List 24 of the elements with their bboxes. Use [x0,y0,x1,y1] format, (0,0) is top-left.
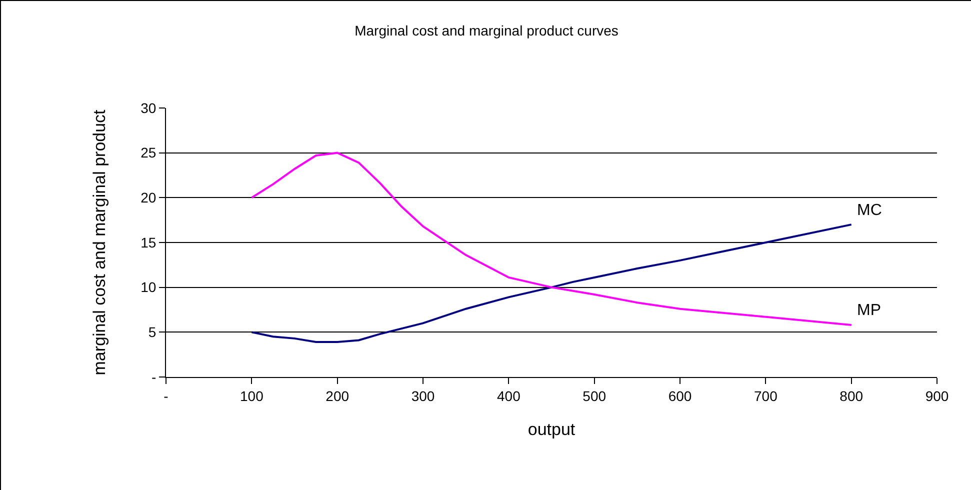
y-tick-label: 5 [148,324,156,340]
y-tick-label: 20 [140,190,156,206]
x-tick-label: 400 [496,388,521,404]
y-tick-label: - [152,368,157,385]
chart-title: Marginal cost and marginal product curves [354,22,618,38]
x-tick-label: 200 [326,388,350,404]
x-tick-label: - [164,388,169,404]
x-tick-label: 300 [411,388,435,404]
x-axis-title: output [528,420,576,440]
y-tick-label: 15 [140,234,156,250]
series-label: MC [857,202,882,219]
line-series [250,224,852,344]
y-axis-title: marginal cost and marginal product [90,109,110,376]
x-tick-label: 900 [925,388,949,404]
x-tick-label: 700 [754,388,778,404]
line-series [250,152,852,326]
x-tick-label: 600 [668,388,692,404]
x-tick-label: 500 [582,388,606,404]
x-tick-label: 100 [240,388,264,404]
y-tick-label: 30 [140,100,156,116]
series-label: MP [857,302,881,319]
y-tick-label: 10 [140,279,156,296]
x-tick-label: 800 [840,388,864,404]
y-tick-label: 25 [140,144,156,161]
